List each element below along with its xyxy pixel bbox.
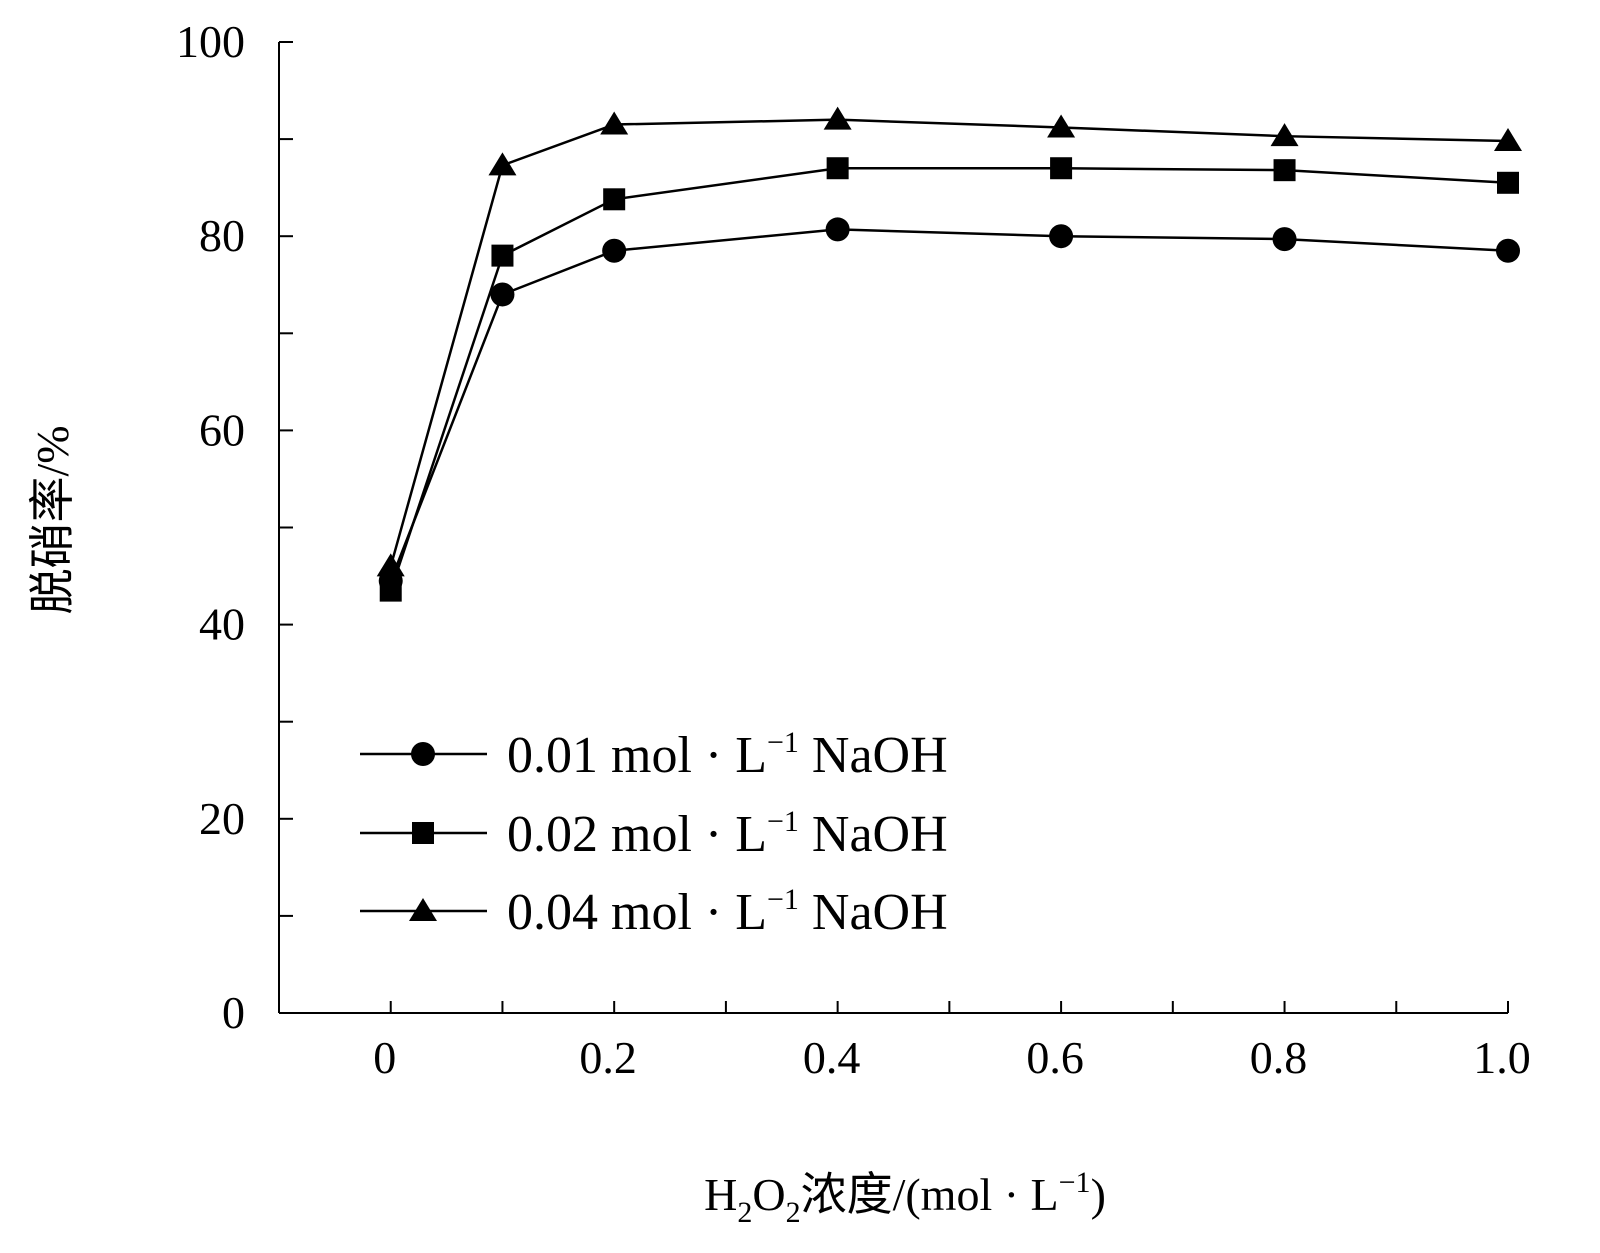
triangle-marker [1047,114,1076,138]
series-triangle [376,106,1522,577]
legend-label-superscript: −1 [767,726,799,759]
x-axis-title-part: O [752,1169,785,1220]
square-marker [379,579,402,602]
circle-marker [825,217,850,242]
series-line [389,228,1509,582]
x-tick-label: 0.6 [1026,1032,1084,1083]
circle-marker [411,742,435,766]
triangle-marker [600,111,629,135]
x-axis-title-part: H [704,1169,737,1220]
series-layer [376,106,1522,602]
square-marker [826,157,849,180]
square-marker [603,188,626,211]
y-tick-label: 20 [199,793,245,844]
x-tick-label: 0 [373,1032,396,1083]
square-marker [491,244,514,267]
legend-label-tail: NaOH [799,727,948,784]
legend-label: 0.01 mol · L−1 NaOH [507,726,948,784]
legend-label-superscript: −1 [767,805,799,838]
y-tick-label: 80 [199,210,245,261]
x-axis-title-part: 浓度/(mol · L [801,1169,1059,1220]
triangle-marker [409,898,437,921]
x-axis-title-subscript: 2 [786,1196,801,1229]
axes: 0 20 40 60 80 100 0 0.2 0.4 0.6 0.8 1.0 [176,16,1531,1083]
legend-entry: 0.01 mol · L−1 NaOH [360,726,948,784]
legend-label-tail: NaOH [799,884,948,941]
x-tick-label: 0.8 [1250,1032,1308,1083]
y-tick-label: 0 [222,987,245,1038]
legend-label-main: 0.04 mol · L [507,884,767,941]
circle-marker [602,238,627,263]
y-tick-label: 100 [176,16,245,67]
x-tick-label: 1.0 [1473,1032,1531,1083]
circle-marker [1496,238,1520,263]
y-tick-label: 60 [199,404,245,455]
x-axis-title: H2O2浓度/(mol · L−1) [704,1166,1106,1229]
square-marker [412,822,434,844]
series-square [379,157,1519,602]
square-marker [1273,159,1296,182]
y-axis-title: 脱硝率/% [27,425,78,614]
circle-marker [1049,224,1074,249]
triangle-marker [1270,123,1299,147]
circle-marker [490,282,515,307]
y-tick-label: 40 [199,599,245,650]
triangle-marker [376,553,405,577]
triangle-marker [488,152,517,176]
legend-label: 0.02 mol · L−1 NaOH [507,805,948,863]
x-tick-label: 0.4 [803,1032,861,1083]
x-axis-title-superscript: −1 [1059,1166,1091,1199]
legend-label-superscript: −1 [767,883,799,916]
series-line [389,118,1509,567]
circle-marker [1272,227,1297,252]
legend-label: 0.04 mol · L−1 NaOH [507,883,948,941]
legend-entry: 0.02 mol · L−1 NaOH [360,805,948,863]
legend-label-tail: NaOH [799,806,948,863]
x-axis-title-subscript: 2 [737,1196,752,1229]
legend-label-main: 0.01 mol · L [507,727,767,784]
x-axis-title-part: ) [1091,1169,1106,1220]
x-tick-label: 0.2 [579,1032,637,1083]
series-circle [378,217,1520,593]
triangle-marker [823,106,852,130]
legend-entry: 0.04 mol · L−1 NaOH [360,883,948,941]
legend-label-main: 0.02 mol · L [507,806,767,863]
square-marker [1050,157,1073,180]
square-marker [1497,171,1519,194]
triangle-marker [1494,128,1522,152]
